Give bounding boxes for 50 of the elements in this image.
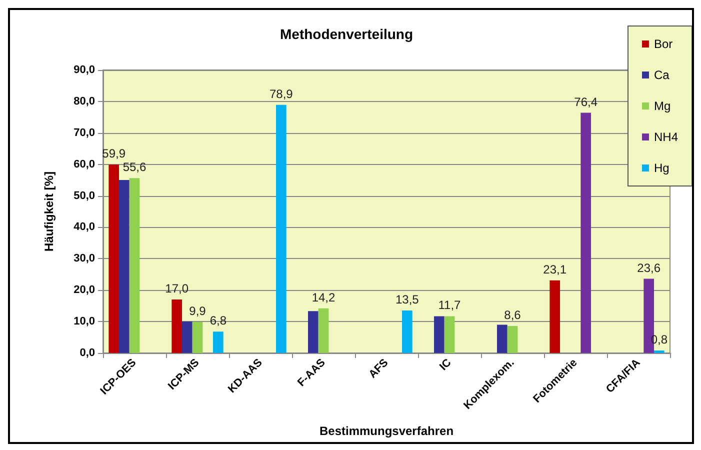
data-label: 23,6 [637,260,661,275]
chart-title: Methodenverteilung [280,26,414,42]
legend-label: Hg [654,161,670,175]
legend-label: Mg [654,99,671,113]
data-label: 76,4 [574,94,598,109]
y-tick-label: 60,0 [74,158,95,170]
data-label: 6,8 [210,314,227,328]
bar [182,322,192,353]
bar [276,104,286,353]
y-tick-label: 80,0 [74,95,95,108]
x-tick-label: IC [437,356,454,374]
x-axis-title: Bestimmungsverfahren [319,424,454,438]
y-tick-label: 30,0 [74,252,95,265]
data-label: 11,7 [438,298,462,312]
bar [318,308,329,353]
y-tick-label: 20,0 [74,284,95,296]
y-tick-label: 70,0 [74,126,95,139]
bar [580,112,591,353]
data-label: 59,9 [102,146,126,161]
bar [213,332,224,353]
bar [192,322,203,353]
bar [507,326,518,353]
bar [129,178,140,353]
bar [434,316,444,353]
bar [308,311,318,353]
y-tick-label: 10,0 [74,316,95,328]
data-label: 14,2 [312,290,336,304]
bar [402,310,412,353]
bar [654,350,664,353]
legend-label: Bor [654,37,673,51]
y-tick-label: 90,0 [74,64,95,76]
bar [497,324,508,353]
y-axis-title: Häufigkeit [%] [42,171,56,252]
bar [172,300,182,353]
legend-label: Ca [654,68,670,82]
legend-label: NH4 [654,130,678,144]
data-label: 9,9 [189,304,206,318]
bar [119,180,130,353]
data-label: 55,6 [122,160,146,174]
data-label: 13,5 [395,292,420,307]
data-label: 23,1 [543,262,567,276]
bar [108,164,119,353]
bar [550,280,560,353]
data-label: 78,9 [269,86,294,101]
data-label: 8,6 [504,308,522,322]
bar [444,316,455,353]
data-label: 17,0 [165,282,189,296]
y-tick-label: 40,0 [74,221,95,234]
y-tick-label: 50,0 [74,190,95,202]
y-tick-label: 0,0 [80,347,95,359]
